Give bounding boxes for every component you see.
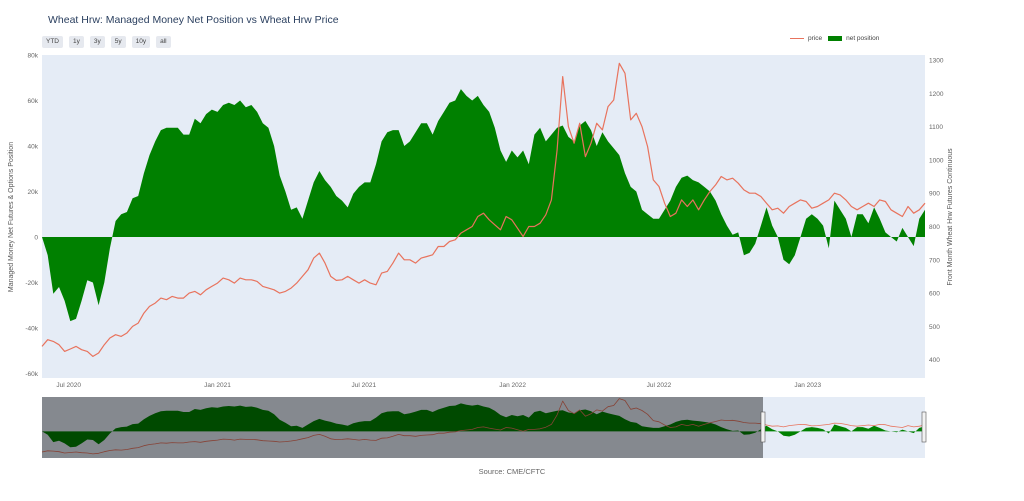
right-axis-ticks: 400 500 600 700 800 900 1000 1100 1200 1300 — [929, 57, 944, 364]
right-axis-tick-label: 800 — [929, 224, 940, 231]
x-axis-tick-label: Jan 2021 — [204, 382, 231, 389]
right-axis-tick-label: 900 — [929, 191, 940, 198]
range-slider-left-handle[interactable] — [760, 411, 766, 443]
x-axis-ticks: Jul 2020 Jan 2021 Jul 2021 Jan 2022 Jul 2022… — [56, 382, 821, 389]
legend: price net position — [790, 35, 879, 42]
range-selector: YTD 1y 3y 5y 10y all — [42, 36, 171, 48]
net-position-area-mini — [42, 403, 925, 448]
price-line-mini — [41, 398, 926, 455]
right-axis-title: Front Month Wheat Hrw Futures Continuous — [947, 148, 954, 286]
x-axis-tick-label: Jul 2022 — [647, 382, 672, 389]
range-3y-button[interactable]: 3y — [89, 36, 105, 48]
range-1y-button[interactable]: 1y — [69, 36, 84, 48]
left-axis-tick-label: -20k — [25, 280, 38, 287]
right-axis-tick-label: 500 — [929, 324, 940, 331]
left-axis-tick-label: 20k — [28, 189, 39, 196]
net-position-swatch — [828, 36, 843, 41]
range-slider-marks — [41, 398, 926, 455]
right-axis-tick-label: 700 — [929, 257, 940, 264]
range-10y-button[interactable]: 10y — [131, 36, 151, 48]
left-axis-tick-label: -40k — [25, 325, 38, 332]
right-axis-tick-label: 400 — [929, 357, 940, 364]
range-5y-button[interactable]: 5y — [110, 36, 126, 48]
chart-title: Wheat Hrw: Managed Money Net Position vs… — [48, 14, 339, 26]
legend-price-label: price — [808, 35, 823, 42]
left-axis-tick-label: 40k — [28, 143, 39, 150]
legend-item-net-position[interactable]: net position — [828, 35, 879, 42]
source-note: Source: CME/CFTC — [478, 467, 546, 476]
left-axis-tick-label: 0 — [34, 234, 38, 241]
right-axis-tick-label: 1300 — [929, 57, 944, 64]
range-slider-mask — [42, 397, 763, 458]
x-axis-tick-label: Jan 2023 — [794, 382, 821, 389]
left-axis-title: Managed Money Net Futures & Options Posi… — [8, 142, 15, 292]
right-axis-tick-label: 600 — [929, 291, 940, 298]
range-all-button[interactable]: all — [156, 36, 171, 48]
left-axis-tick-label: 60k — [28, 98, 39, 105]
range-ytd-button[interactable]: YTD — [42, 36, 63, 48]
x-axis-tick-label: Jul 2020 — [56, 382, 81, 389]
main-plot-marks — [41, 62, 926, 357]
x-axis-tick-label: Jul 2021 — [352, 382, 377, 389]
legend-net-label: net position — [846, 35, 880, 42]
legend-item-price[interactable]: price — [790, 35, 822, 42]
price-line — [41, 62, 926, 357]
left-axis-ticks: -60k -40k -20k 0 20k 40k 60k 80k — [25, 53, 38, 378]
left-axis-tick-label: 80k — [28, 53, 39, 60]
left-axis-tick-label: -60k — [25, 371, 38, 378]
range-slider[interactable] — [41, 397, 927, 458]
right-axis-tick-label: 1200 — [929, 91, 944, 98]
x-axis-tick-label: Jan 2022 — [499, 382, 526, 389]
net-position-area — [42, 89, 925, 322]
price-line-swatch — [790, 38, 804, 39]
right-axis-tick-label: 1100 — [929, 124, 943, 131]
right-axis-tick-label: 1000 — [929, 157, 944, 164]
range-slider-right-handle[interactable] — [921, 411, 927, 443]
